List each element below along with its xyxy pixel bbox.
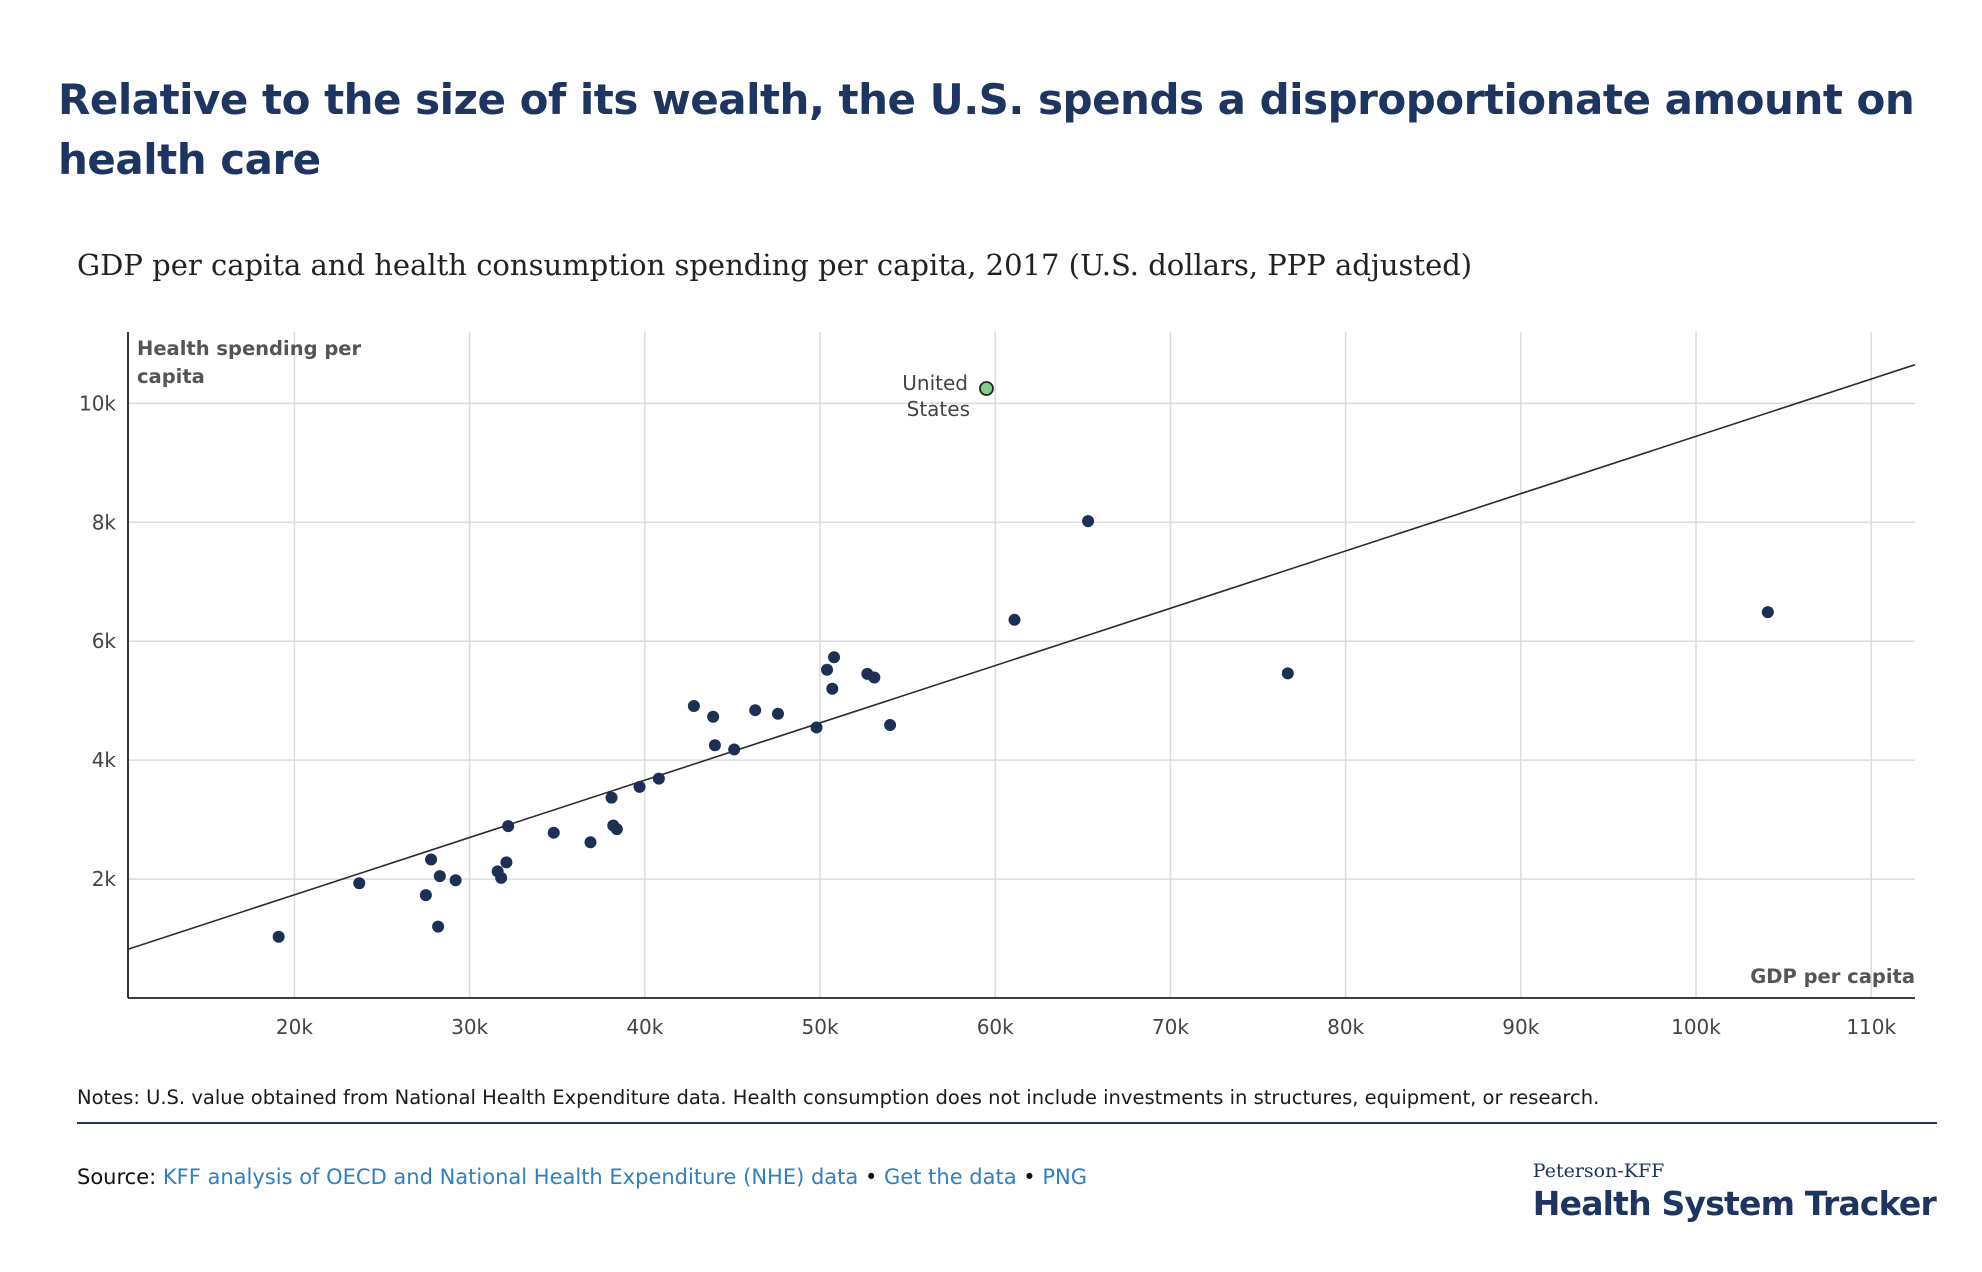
grid-lines — [128, 332, 1915, 998]
chart-notes: Notes: U.S. value obtained from National… — [77, 1086, 1600, 1109]
brand-logo: Peterson-KFF Health System Tracker — [1532, 1160, 1937, 1223]
data-point[interactable] — [826, 682, 839, 695]
y-tick-label: 2k — [92, 867, 117, 891]
y-tick-label: 4k — [92, 748, 117, 772]
us-data-point[interactable] — [979, 381, 994, 396]
data-point[interactable] — [1281, 667, 1294, 680]
y-tick-label: 6k — [92, 629, 117, 653]
us-label-line2: States — [907, 397, 970, 421]
data-point[interactable] — [1082, 515, 1095, 528]
trend-line — [127, 363, 1916, 950]
data-point[interactable] — [272, 930, 285, 943]
y-tick-label: 10k — [79, 391, 116, 415]
data-point[interactable] — [652, 772, 665, 785]
x-tick-label: 100k — [1671, 1015, 1721, 1039]
data-point[interactable] — [502, 820, 515, 833]
chart-subtitle: GDP per capita and health consumption sp… — [77, 248, 1473, 282]
x-tick-label: 70k — [1152, 1015, 1189, 1039]
data-points — [272, 381, 1774, 943]
y-axis-title-line2: capita — [137, 365, 205, 388]
data-point[interactable] — [708, 739, 721, 752]
x-axis-title: GDP per capita — [1750, 965, 1915, 988]
separator: • — [1023, 1165, 1036, 1189]
data-point[interactable] — [868, 671, 881, 684]
source-label: Source: — [77, 1165, 157, 1189]
x-tick-label: 110k — [1846, 1015, 1896, 1039]
data-point[interactable] — [425, 853, 438, 866]
scatter-chart: 20k 30k 40k 50k 60k 70k 80k 90k 100k 110k 2k 4k 6k 8k… — [79, 332, 1916, 1039]
x-tick-label: 80k — [1327, 1015, 1364, 1039]
data-point[interactable] — [495, 871, 508, 884]
data-point[interactable] — [610, 823, 623, 836]
x-tick-label: 50k — [802, 1015, 839, 1039]
x-tick-label: 40k — [626, 1015, 663, 1039]
axis-labels: Health spending per capita GDP per capit… — [137, 337, 1915, 988]
x-tick-label: 90k — [1502, 1015, 1539, 1039]
x-tick-label: 30k — [451, 1015, 488, 1039]
source-line: Source: KFF analysis of OECD and Nationa… — [77, 1165, 1087, 1189]
footer-divider — [77, 1122, 1937, 1124]
us-label-line1: United — [902, 371, 968, 395]
data-point[interactable] — [821, 663, 834, 676]
data-point[interactable] — [433, 870, 446, 883]
axes: 20k 30k 40k 50k 60k 70k 80k 90k 100k 110k 2k 4k 6k 8k… — [79, 332, 1915, 1039]
data-point[interactable] — [1008, 613, 1021, 626]
data-point[interactable] — [584, 836, 597, 849]
brand-small-text: Peterson-KFF — [1532, 1160, 1665, 1182]
data-point[interactable] — [884, 719, 897, 732]
data-point[interactable] — [828, 651, 841, 664]
data-point[interactable] — [633, 780, 646, 793]
data-point[interactable] — [1761, 606, 1774, 619]
data-point[interactable] — [810, 721, 823, 734]
x-tick-label: 60k — [977, 1015, 1014, 1039]
png-link[interactable]: PNG — [1042, 1165, 1088, 1189]
data-point[interactable] — [771, 707, 784, 720]
data-point[interactable] — [707, 710, 720, 723]
data-point[interactable] — [728, 743, 741, 756]
data-point[interactable] — [500, 856, 513, 869]
get-data-link[interactable]: Get the data — [884, 1165, 1017, 1189]
data-point[interactable] — [432, 920, 445, 933]
page-title: Relative to the size of its wealth, the … — [58, 75, 1915, 184]
y-tick-label: 8k — [92, 510, 117, 534]
data-point[interactable] — [353, 877, 366, 890]
y-axis-title-line1: Health spending per — [137, 337, 362, 360]
x-tick-label: 20k — [276, 1015, 313, 1039]
separator: • — [864, 1165, 878, 1189]
data-point[interactable] — [749, 704, 762, 717]
source-link[interactable]: KFF analysis of OECD and National Health… — [162, 1165, 859, 1189]
data-point[interactable] — [419, 889, 432, 902]
data-point[interactable] — [547, 826, 560, 839]
data-point[interactable] — [449, 874, 462, 887]
data-point[interactable] — [605, 791, 618, 804]
data-point[interactable] — [687, 700, 700, 713]
brand-big-text: Health System Tracker — [1532, 1184, 1937, 1223]
